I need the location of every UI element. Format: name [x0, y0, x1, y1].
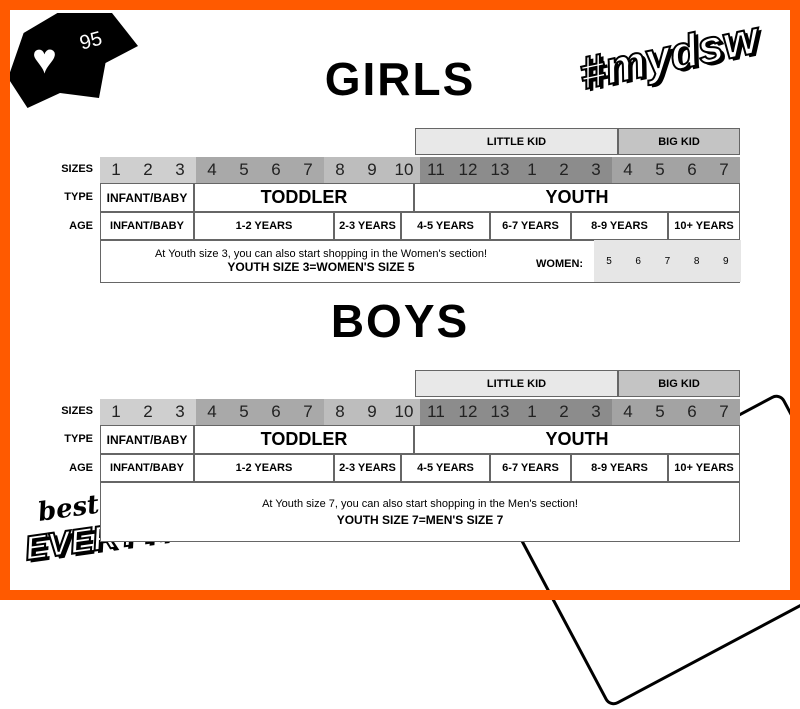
size-cell: 7: [708, 399, 740, 425]
age-cell: 8-9 YEARS: [571, 212, 668, 240]
women-label: WOMEN:: [536, 258, 584, 270]
age-cell: 1-2 YEARS: [194, 454, 334, 482]
size-cell: 7: [708, 157, 740, 183]
note-row: At Youth size 3, you can also start shop…: [100, 240, 741, 283]
size-cell: 8: [324, 399, 356, 425]
age-cell: 2-3 YEARS: [334, 212, 401, 240]
size-cell: 9: [356, 399, 388, 425]
note-bold: YOUTH SIZE 3=WOMEN'S SIZE 5: [227, 260, 415, 274]
size-cell: 6: [260, 399, 292, 425]
type-cell: YOUTH: [414, 183, 740, 212]
note-text: At Youth size 7, you can also start shop…: [262, 497, 578, 510]
size-cell: 4: [196, 157, 228, 183]
big-kid-header: BIG KID: [618, 370, 740, 397]
sizes-label: SIZES: [61, 163, 93, 175]
size-cell: 7: [292, 399, 324, 425]
age-label: AGE: [69, 462, 93, 474]
size-cell: 10: [388, 399, 420, 425]
age-cell: 6-7 YEARS: [490, 454, 571, 482]
type-cell: TODDLER: [194, 425, 414, 454]
size-cell: 13: [484, 399, 516, 425]
big-kid-header: BIG KID: [618, 128, 740, 155]
size-cell: 2: [132, 399, 164, 425]
note-text: At Youth size 3, you can also start shop…: [154, 248, 488, 260]
size-cell: 4: [612, 399, 644, 425]
size-cell: 11: [420, 157, 452, 183]
size-cell: 10: [388, 157, 420, 183]
size-cell: 6: [676, 399, 708, 425]
size-cell: 1: [516, 157, 548, 183]
size-cell: 4: [612, 157, 644, 183]
size-cell: 1: [100, 399, 132, 425]
age-cell: 10+ YEARS: [668, 212, 740, 240]
age-cell: 4-5 YEARS: [401, 454, 490, 482]
age-cell: 8-9 YEARS: [571, 454, 668, 482]
girls-title: GIRLS: [324, 53, 476, 105]
age-cell: 1-2 YEARS: [194, 212, 334, 240]
note-bold: YOUTH SIZE 7=MEN'S SIZE 7: [336, 512, 504, 527]
size-cell: 3: [580, 157, 612, 183]
size-cell: 2: [548, 399, 580, 425]
heart-icon: ♥: [32, 35, 57, 82]
size-cell: 8: [324, 157, 356, 183]
size-cell: 6: [260, 157, 292, 183]
size-cell: 12: [452, 399, 484, 425]
women-size-cell: 8: [681, 240, 712, 282]
age-label: AGE: [69, 220, 93, 232]
type-cell: YOUTH: [414, 425, 740, 454]
size-cell: 7: [292, 157, 324, 183]
women-size-cell: 6: [623, 240, 654, 282]
type-label: TYPE: [64, 433, 93, 445]
size-cell: 5: [644, 399, 676, 425]
size-cell: 3: [164, 399, 196, 425]
size-cell: 5: [228, 157, 260, 183]
age-cell: INFANT/BABY: [100, 454, 194, 482]
age-cell: INFANT/BABY: [100, 212, 194, 240]
sizes-label: SIZES: [61, 405, 93, 417]
size-cell: 5: [228, 399, 260, 425]
type-cell: INFANT/BABY: [100, 425, 194, 454]
size-cell: 6: [676, 157, 708, 183]
little-kid-header: LITTLE KID: [415, 128, 618, 155]
size-cell: 4: [196, 399, 228, 425]
size-cell: 3: [580, 399, 612, 425]
little-kid-header: LITTLE KID: [415, 370, 618, 397]
size-cell: 5: [644, 157, 676, 183]
size-cell: 2: [132, 157, 164, 183]
size-cell: 12: [452, 157, 484, 183]
size-cell: 1: [516, 399, 548, 425]
age-cell: 10+ YEARS: [668, 454, 740, 482]
type-cell: INFANT/BABY: [100, 183, 194, 212]
age-cell: 2-3 YEARS: [334, 454, 401, 482]
size-cell: 9: [356, 157, 388, 183]
boys-title: BOYS: [330, 295, 470, 347]
type-label: TYPE: [64, 191, 93, 203]
size-cell: 3: [164, 157, 196, 183]
size-cell: 11: [420, 399, 452, 425]
type-cell: TODDLER: [194, 183, 414, 212]
size-cell: 1: [100, 157, 132, 183]
note-row: At Youth size 7, you can also start shop…: [100, 482, 740, 542]
age-cell: 6-7 YEARS: [490, 212, 571, 240]
women-size-cell: 9: [710, 240, 741, 282]
women-size-cell: 7: [652, 240, 683, 282]
women-size-cell: 5: [594, 240, 624, 282]
size-cell: 2: [548, 157, 580, 183]
size-cell: 13: [484, 157, 516, 183]
age-cell: 4-5 YEARS: [401, 212, 490, 240]
